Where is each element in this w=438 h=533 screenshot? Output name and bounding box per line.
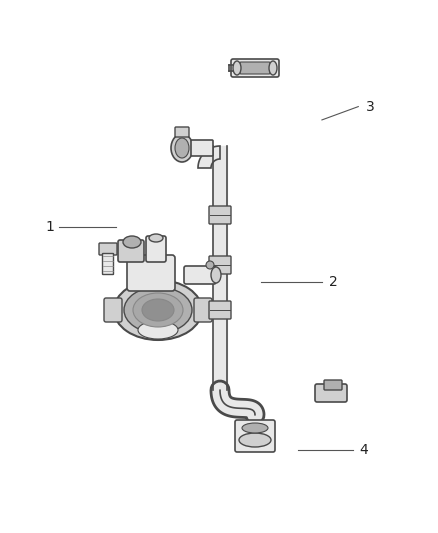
- FancyBboxPatch shape: [209, 256, 231, 274]
- Ellipse shape: [123, 236, 141, 248]
- Text: 3: 3: [366, 100, 374, 114]
- FancyBboxPatch shape: [175, 127, 189, 137]
- FancyBboxPatch shape: [146, 236, 166, 262]
- Ellipse shape: [149, 234, 163, 242]
- Text: 4: 4: [359, 443, 368, 457]
- Ellipse shape: [242, 423, 268, 433]
- FancyBboxPatch shape: [315, 384, 347, 402]
- Ellipse shape: [138, 321, 178, 339]
- Ellipse shape: [175, 138, 189, 158]
- Ellipse shape: [239, 433, 271, 447]
- Ellipse shape: [124, 287, 192, 333]
- Circle shape: [206, 261, 214, 269]
- FancyBboxPatch shape: [191, 140, 213, 156]
- FancyBboxPatch shape: [324, 380, 342, 390]
- Ellipse shape: [133, 293, 183, 327]
- FancyBboxPatch shape: [235, 420, 275, 452]
- FancyBboxPatch shape: [231, 59, 279, 77]
- FancyBboxPatch shape: [104, 298, 122, 322]
- Polygon shape: [198, 146, 220, 168]
- FancyBboxPatch shape: [118, 240, 144, 262]
- FancyBboxPatch shape: [209, 206, 231, 224]
- Ellipse shape: [211, 267, 221, 283]
- FancyBboxPatch shape: [184, 266, 216, 284]
- Ellipse shape: [233, 61, 241, 75]
- FancyBboxPatch shape: [194, 298, 212, 322]
- FancyBboxPatch shape: [99, 243, 117, 255]
- FancyBboxPatch shape: [209, 301, 231, 319]
- Ellipse shape: [171, 134, 193, 162]
- Text: 1: 1: [46, 220, 55, 233]
- Text: 2: 2: [328, 276, 337, 289]
- FancyBboxPatch shape: [127, 255, 175, 291]
- Ellipse shape: [114, 280, 202, 340]
- FancyBboxPatch shape: [240, 62, 270, 74]
- Ellipse shape: [142, 299, 174, 321]
- FancyBboxPatch shape: [102, 254, 113, 274]
- Ellipse shape: [269, 61, 277, 75]
